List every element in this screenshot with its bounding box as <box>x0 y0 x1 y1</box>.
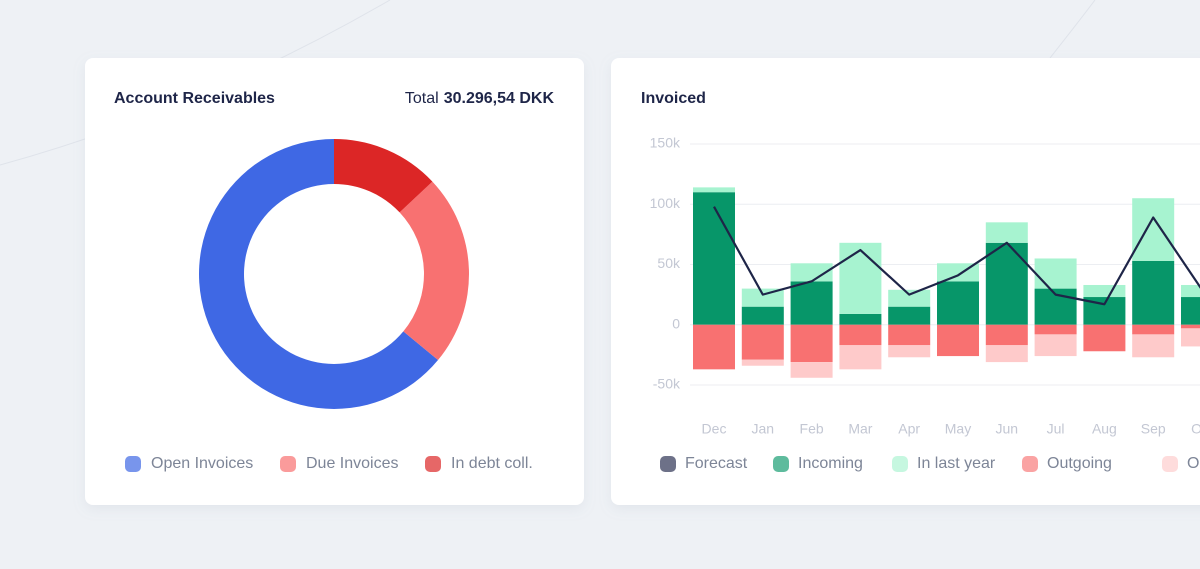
bar <box>1034 334 1077 357</box>
bar <box>1181 324 1200 329</box>
x-tick-label: Apr <box>898 421 920 437</box>
bar <box>1132 198 1175 261</box>
y-tick-label: 150k <box>650 135 681 151</box>
bar <box>741 359 784 366</box>
card <box>611 58 1200 505</box>
legend-label: Out last year <box>1187 455 1200 472</box>
bar <box>839 313 882 325</box>
bar <box>790 281 833 325</box>
legend-label: Incoming <box>798 455 863 472</box>
x-tick-label: Dec <box>702 421 727 437</box>
y-tick-label: 50k <box>657 255 681 271</box>
bar <box>985 242 1028 325</box>
bar <box>1083 284 1126 298</box>
legend-swatch <box>1162 456 1178 472</box>
legend-swatch <box>773 456 789 472</box>
total-value: 30.296,54 DKK <box>444 90 555 107</box>
line <box>713 206 1200 306</box>
total: Total 30.296,54 DKK <box>405 90 555 107</box>
bar <box>839 324 882 346</box>
y-tick-label: -50k <box>653 376 681 392</box>
x-tick-label: Mar <box>848 421 872 437</box>
bar <box>1083 324 1126 352</box>
bar <box>839 242 882 314</box>
bar <box>693 192 735 325</box>
legend-swatch <box>280 456 296 472</box>
bar <box>1034 324 1077 335</box>
bar <box>888 324 931 346</box>
bar <box>741 288 784 307</box>
bar <box>888 289 931 307</box>
bar <box>1181 328 1200 347</box>
bar <box>741 306 784 325</box>
x-tick-label: Jul <box>1047 421 1065 437</box>
donut-slice <box>199 139 439 409</box>
y-tick-label: 0 <box>672 315 680 331</box>
bg-line <box>1049 0 1096 59</box>
bar <box>1132 260 1175 325</box>
bar <box>790 324 833 363</box>
legend-swatch <box>1022 456 1038 472</box>
bar <box>985 345 1028 363</box>
x-tick-label: Aug <box>1092 421 1117 437</box>
donut-slice <box>399 181 470 361</box>
x-tick-label: Jun <box>996 421 1019 437</box>
bar <box>839 345 882 370</box>
bar <box>1181 297 1200 325</box>
bar <box>937 281 979 325</box>
legend-label: In last year <box>917 455 996 472</box>
legend-label: Outgoing <box>1047 455 1112 472</box>
bar <box>888 345 931 358</box>
bar <box>1132 324 1175 335</box>
legend-swatch <box>660 456 676 472</box>
card <box>85 58 584 505</box>
legend-label: Forecast <box>685 455 748 472</box>
bar <box>741 324 784 360</box>
card-title: Account Receivables <box>114 90 275 107</box>
bar <box>985 324 1028 346</box>
x-tick-label: Jan <box>752 421 775 437</box>
bar <box>985 222 1028 243</box>
card-title: Invoiced <box>641 90 706 107</box>
legend-swatch <box>125 456 141 472</box>
x-tick-label: May <box>945 421 971 437</box>
bar <box>790 263 833 282</box>
total-label: Total <box>405 90 439 107</box>
x-tick-label: Sep <box>1141 421 1166 437</box>
x-tick-label: Oct <box>1191 421 1200 437</box>
bar <box>1034 258 1077 289</box>
legend-swatch <box>892 456 908 472</box>
legend-label: Open Invoices <box>151 455 253 472</box>
x-tick-label: Feb <box>800 421 824 437</box>
legend-label: Due Invoices <box>306 455 399 472</box>
bar <box>790 362 833 378</box>
bar <box>693 324 735 370</box>
bar <box>1181 284 1200 298</box>
bar <box>888 306 931 325</box>
y-tick-label: 100k <box>650 195 681 211</box>
bar <box>937 324 979 357</box>
legend-swatch <box>425 456 441 472</box>
donut-slice <box>334 139 433 213</box>
bar <box>1132 334 1175 358</box>
bar <box>693 187 735 193</box>
legend-label: In debt coll. <box>451 455 533 472</box>
